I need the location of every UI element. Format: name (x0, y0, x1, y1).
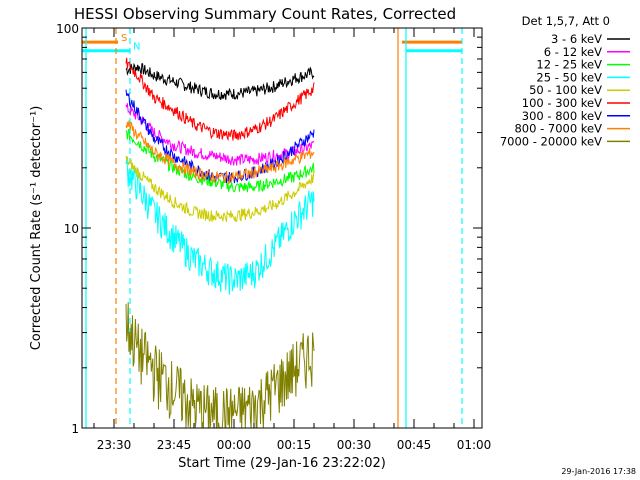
series-line (125, 62, 315, 101)
x-tick-label: 00:45 (397, 438, 432, 452)
legend-entry-label: 12 - 25 keV (536, 58, 602, 72)
legend-entry-label: 6 - 12 keV (544, 45, 602, 59)
series-line (125, 89, 315, 184)
y-tick-label: 1 (71, 422, 79, 436)
legend-entry-label: 7000 - 20000 keV (500, 134, 602, 148)
legend-title: Det 1,5,7, Att 0 (522, 14, 610, 28)
footer-date: 29-Jan-2016 17:38 (561, 467, 636, 476)
legend-entry-label: 800 - 7000 keV (514, 122, 602, 136)
x-tick-label: 23:30 (97, 438, 132, 452)
series-line (125, 103, 315, 166)
x-tick-label: 00:00 (217, 438, 252, 452)
x-axis: 23:30 23:45 00:00 00:15 00:30 00:45 01:00 (93, 28, 492, 452)
series-line (125, 159, 315, 295)
legend-entry-label: 25 - 50 keV (536, 70, 602, 84)
y-tick-label: 100 (56, 22, 79, 36)
flag-bar-label: N (133, 42, 140, 53)
chart-title: HESSI Observing Summary Count Rates, Cor… (74, 5, 456, 23)
series-line (125, 155, 315, 223)
legend-entry-label: 300 - 800 keV (522, 109, 602, 123)
y-tick-label: 10 (64, 222, 79, 236)
x-tick-label: 00:30 (337, 438, 372, 452)
x-tick-label: 00:15 (277, 438, 312, 452)
x-tick-label: 01:00 (457, 438, 492, 452)
legend-entry-label: 50 - 100 keV (529, 83, 602, 97)
series-group (125, 57, 315, 429)
y-axis-label: Corrected Count Rate (s⁻¹ detector⁻¹) (29, 106, 44, 351)
flag-bar-label: S (121, 33, 127, 44)
series-line (125, 57, 315, 142)
flag-bars: SN (82, 33, 462, 53)
x-tick-label: 23:45 (157, 438, 192, 452)
series-line (125, 120, 315, 184)
legend-entry-label: 3 - 6 keV (551, 32, 602, 46)
x-axis-label: Start Time (29-Jan-16 23:22:02) (178, 456, 386, 471)
y-axis: 1 10 100 (56, 22, 482, 436)
legend-entry-label: 100 - 300 keV (522, 96, 602, 110)
series-line (125, 302, 315, 429)
